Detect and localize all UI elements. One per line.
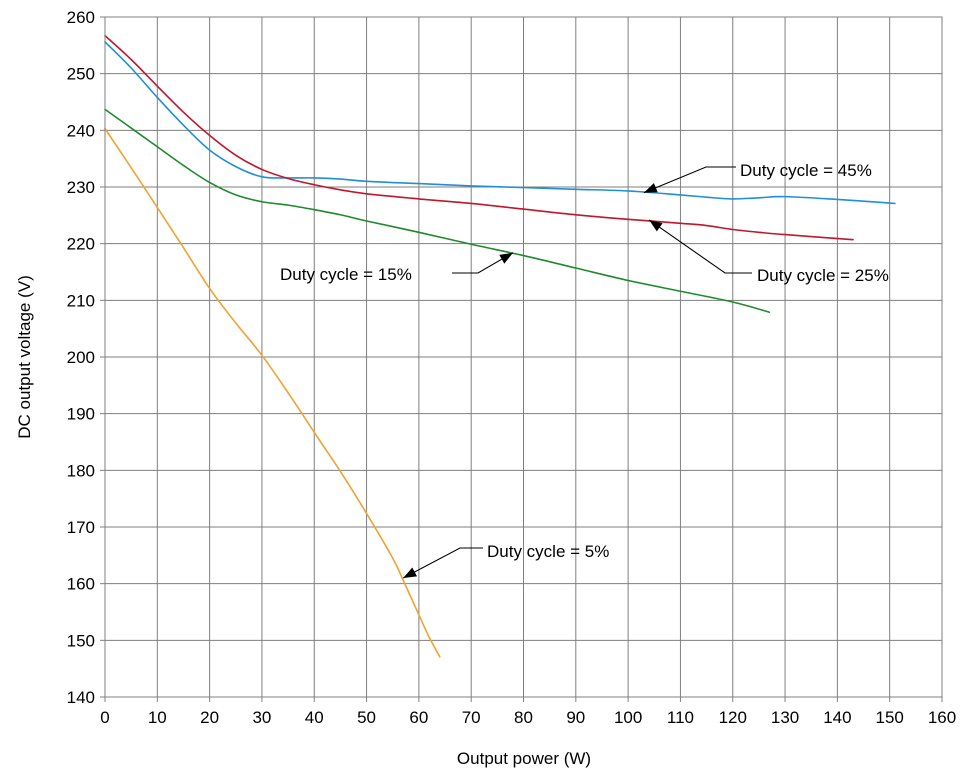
leader-45-arrowhead (643, 183, 658, 193)
annotation-label-45: Duty cycle = 45% (740, 161, 872, 180)
y-tick-label: 230 (67, 178, 95, 197)
y-tick-label: 250 (67, 65, 95, 84)
x-tick-label: 20 (200, 708, 219, 727)
x-tick-label: 80 (514, 708, 533, 727)
series-lines (104, 34, 896, 658)
x-tick-label: 60 (409, 708, 428, 727)
leader-5-line (402, 547, 483, 579)
x-axis-title: Output power (W) (457, 749, 591, 768)
leader-15-arrowhead (499, 252, 513, 264)
y-tick-label: 220 (67, 235, 95, 254)
series-line-1 (104, 41, 896, 205)
leader-15-line (452, 252, 514, 274)
x-tick-label: 110 (667, 708, 694, 727)
series-line-2 (104, 34, 854, 241)
y-tick-label: 150 (67, 631, 95, 650)
y-tick-label: 260 (67, 8, 95, 27)
x-tick-label: 30 (252, 708, 271, 727)
y-tick-label: 160 (67, 575, 95, 594)
y-tick-label: 180 (67, 461, 95, 480)
x-axis-ticks: 0 10 20 30 40 50 60 70 80 90 100 110 120 130 140 150 160 (100, 697, 956, 727)
y-tick-label: 200 (67, 348, 95, 367)
x-tick-label: 10 (148, 708, 167, 727)
leader-25-arrowhead (649, 219, 663, 232)
x-tick-label: 50 (357, 708, 376, 727)
x-tick-label: 0 (100, 708, 109, 727)
y-axis-title: DC output voltage (V) (15, 275, 34, 438)
x-tick-label: 120 (719, 708, 747, 727)
x-tick-label: 140 (823, 708, 851, 727)
x-tick-label: 70 (462, 708, 481, 727)
x-tick-label: 90 (566, 708, 585, 727)
annotation-label-25: Duty cycle = 25% (757, 266, 889, 285)
leader-5-arrowhead (403, 567, 417, 578)
x-tick-label: 150 (876, 708, 904, 727)
annotations: Duty cycle = 45% Duty cycle = 25% Duty c… (280, 161, 889, 579)
y-tick-label: 190 (67, 405, 95, 424)
series-line-3 (104, 108, 771, 314)
grid (104, 16, 943, 698)
y-tick-label: 140 (67, 688, 95, 707)
leader-45-line (643, 166, 736, 194)
x-tick-label: 100 (614, 708, 642, 727)
y-axis-ticks: 140 150 160 170 180 190 200 210 220 230 240 250 260 (67, 8, 105, 707)
annotation-label-5: Duty cycle = 5% (487, 542, 609, 561)
x-tick-label: 160 (928, 708, 956, 727)
x-tick-label: 130 (771, 708, 799, 727)
y-tick-label: 170 (67, 518, 95, 537)
y-tick-label: 240 (67, 121, 95, 140)
leader-25-line (648, 219, 752, 274)
y-tick-label: 210 (67, 291, 95, 310)
series-line-4 (104, 127, 441, 658)
annotation-label-15: Duty cycle = 15% (280, 265, 412, 284)
x-tick-label: 40 (305, 708, 324, 727)
